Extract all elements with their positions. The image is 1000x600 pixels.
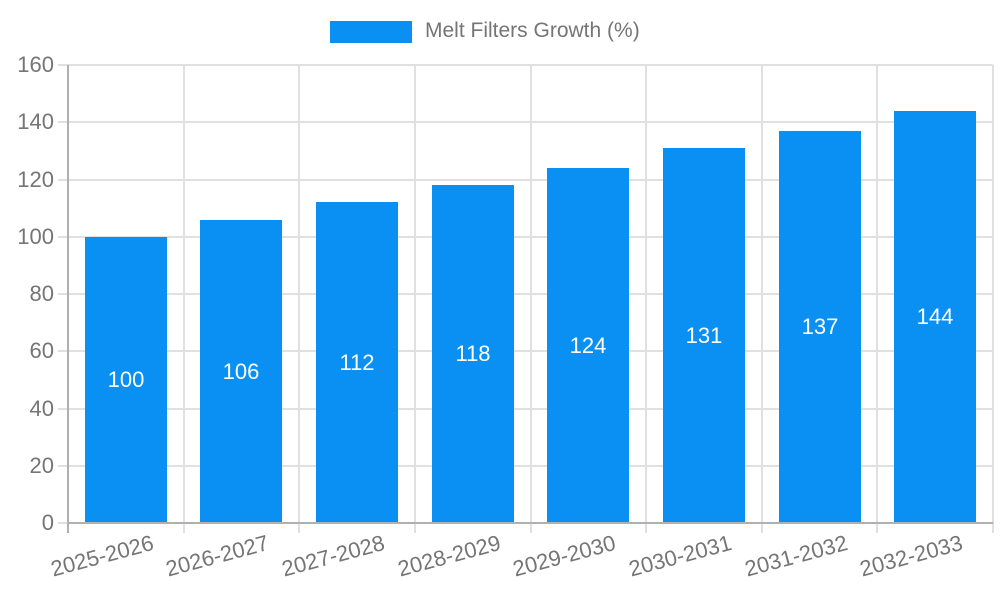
y-gridline [58,465,993,467]
x-gridline [298,65,300,533]
y-axis-tick-label: 80 [29,281,54,306]
bar-value-label: 100 [107,367,145,392]
y-axis-tick-label: 160 [17,52,54,77]
y-axis-tick-label: 100 [17,224,54,249]
y-axis-tick-label: 60 [29,338,54,363]
y-gridline [58,179,993,181]
y-gridline [58,236,993,238]
bar-value-label: 144 [916,304,954,329]
bar-value-label: 124 [569,332,607,358]
y-gridline [58,408,993,410]
y-gridline [58,64,993,66]
bar-value-label: 131 [685,322,723,348]
y-axis-tick-label: 20 [29,453,54,478]
x-gridline [876,65,878,533]
y-axis-line [67,65,69,533]
x-gridline [992,65,994,533]
x-gridline [530,65,532,533]
x-gridline [414,65,416,533]
x-gridline [183,65,185,533]
bar[interactable]: 144 [894,111,976,523]
x-gridline [645,65,647,533]
y-gridline [58,350,993,352]
y-axis-tick-label: 40 [29,396,54,421]
legend-label: Melt Filters Growth (%) [425,19,640,42]
bar[interactable]: 112 [316,202,398,523]
y-axis-tick-label: 0 [41,510,54,535]
y-axis-tick-label: 120 [17,167,54,192]
x-axis-line [68,522,993,524]
y-gridline [58,293,993,295]
bar[interactable]: 106 [200,220,282,523]
legend-swatch-icon [330,21,412,43]
y-gridline [58,121,993,123]
bar[interactable]: 124 [547,168,629,523]
y-axis-tick-label: 140 [17,109,54,134]
bar[interactable]: 131 [663,148,745,523]
x-gridline [761,65,763,533]
bar-value-label: 106 [222,358,260,384]
bar[interactable]: 118 [432,185,514,523]
bar-value-label: 118 [455,341,491,366]
bar[interactable]: 137 [779,131,861,523]
bar[interactable]: 100 [85,237,167,523]
bar-value-label: 137 [801,314,839,339]
legend-item[interactable]: Melt Filters Growth (%) [330,19,640,43]
bar-value-label: 112 [339,349,375,375]
